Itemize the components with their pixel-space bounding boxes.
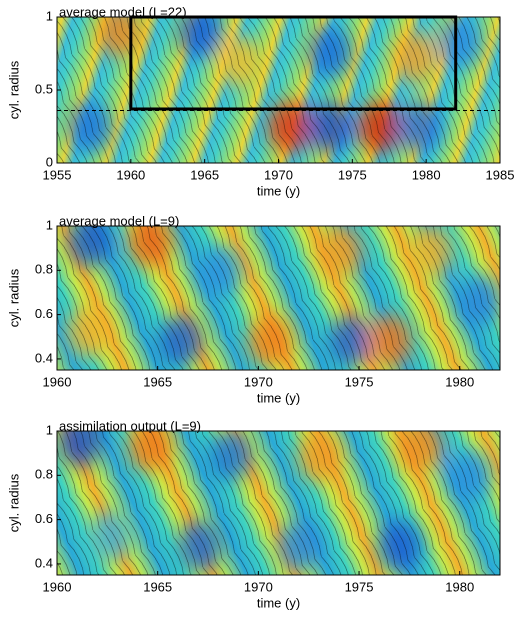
zoom-box bbox=[129, 15, 458, 111]
contour-lines bbox=[57, 226, 500, 370]
y-tick-label: 0.4 bbox=[35, 350, 53, 365]
panels: 1955 1960 1965 1970 1975 1980 1985 0 0.5 1 time (y… bbox=[6, 4, 514, 610]
x-tick-label: 1980 bbox=[445, 374, 474, 389]
panel: 1960 1965 1970 1975 1980 0.4 0.6 0.8 1 time (y) cy… bbox=[6, 418, 501, 610]
x-axis-label: time (y) bbox=[257, 183, 300, 198]
y-axis-label: cyl. radius bbox=[6, 473, 21, 532]
contour-field bbox=[57, 431, 500, 575]
x-tick-label: 1970 bbox=[264, 167, 293, 182]
y-axis-label: cyl. radius bbox=[6, 268, 21, 327]
x-tick-label: 1980 bbox=[412, 167, 441, 182]
y-tick-label: 0.8 bbox=[35, 467, 53, 482]
x-tick-label: 1965 bbox=[143, 579, 172, 594]
y-tick-label: 0 bbox=[46, 154, 53, 169]
plot-frame bbox=[56, 430, 501, 576]
y-tick-label: 0.6 bbox=[35, 511, 53, 526]
contour-field bbox=[57, 226, 500, 370]
y-tick-label: 1 bbox=[46, 422, 53, 437]
contour-lines bbox=[57, 17, 500, 163]
panel: 1955 1960 1965 1970 1975 1980 1985 0 0.5 1 time (y… bbox=[6, 4, 514, 198]
x-tick-label: 1975 bbox=[345, 374, 374, 389]
x-tick-label: 1980 bbox=[445, 579, 474, 594]
y-tick-label: 1 bbox=[46, 217, 53, 232]
x-tick-label: 1975 bbox=[338, 167, 367, 182]
x-tick-label: 1965 bbox=[190, 167, 219, 182]
x-tick-label: 1955 bbox=[43, 167, 72, 182]
panel-title: assimilation output (L=9) bbox=[59, 418, 201, 433]
x-axis-label: time (y) bbox=[257, 595, 300, 610]
panel-title: average model (L=9) bbox=[59, 213, 179, 228]
y-tick-label: 0.6 bbox=[35, 306, 53, 321]
x-tick-label: 1960 bbox=[43, 374, 72, 389]
panel: 1960 1965 1970 1975 1980 0.4 0.6 0.8 1 time (y) cy… bbox=[6, 213, 501, 405]
y-tick-label: 0.4 bbox=[35, 555, 53, 570]
contour-lines bbox=[57, 431, 500, 575]
x-tick-label: 1970 bbox=[244, 579, 273, 594]
x-tick-label: 1960 bbox=[116, 167, 145, 182]
plot-frame bbox=[56, 225, 501, 371]
x-tick-label: 1960 bbox=[43, 579, 72, 594]
y-axis-label: cyl. radius bbox=[6, 60, 21, 119]
y-tick-label: 0.5 bbox=[35, 81, 53, 96]
y-tick-label: 0.8 bbox=[35, 262, 53, 277]
x-tick-label: 1985 bbox=[486, 167, 515, 182]
x-tick-label: 1970 bbox=[244, 374, 273, 389]
x-axis-label: time (y) bbox=[257, 390, 300, 405]
contour-field bbox=[57, 17, 500, 163]
y-tick-label: 1 bbox=[46, 8, 53, 23]
x-tick-label: 1975 bbox=[345, 579, 374, 594]
x-tick-label: 1965 bbox=[143, 374, 172, 389]
